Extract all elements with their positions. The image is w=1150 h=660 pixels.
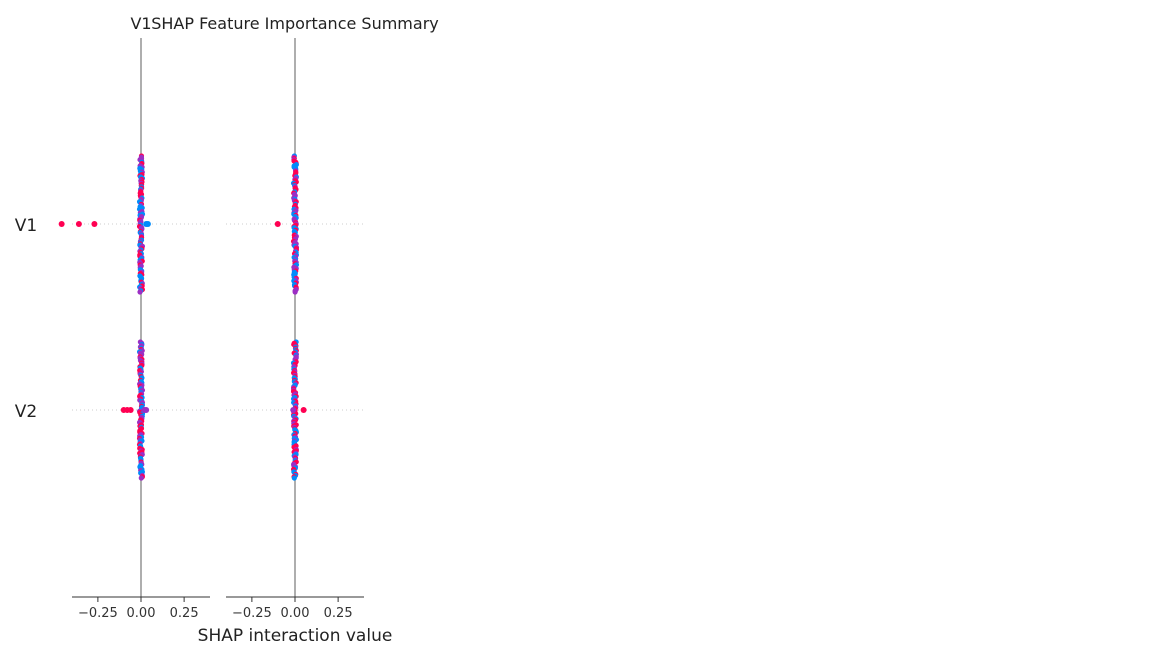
x-tick-label: −0.25	[78, 606, 118, 621]
outlier-point	[127, 407, 134, 413]
feature-label-v1: V1	[15, 216, 37, 236]
outlier-point	[141, 407, 148, 413]
outlier-point	[58, 221, 65, 227]
data-point	[291, 475, 297, 481]
outlier-point	[75, 221, 82, 227]
data-point	[292, 289, 298, 295]
outlier-point	[91, 221, 98, 227]
data-point	[137, 289, 143, 295]
x-tick-label: 0.00	[281, 606, 310, 621]
panel-1: −0.25 0.00 0.25	[58, 38, 210, 621]
x-tick-label: 0.25	[324, 606, 353, 621]
feature-label-v2: V2	[15, 402, 37, 422]
outlier-point	[290, 407, 297, 413]
data-point	[138, 475, 144, 481]
outlier-point	[274, 221, 281, 227]
outlier-point	[300, 407, 307, 413]
panels-layer: −0.25 0.00 0.25 −0.25 0.00 0.25	[58, 38, 364, 621]
x-tick-label: 0.00	[127, 606, 156, 621]
chart-title: SHAP Feature Importance Summary	[151, 14, 439, 33]
panel-1-title: V1	[130, 14, 151, 33]
x-tick-label: −0.25	[232, 606, 272, 621]
x-tick-label: 0.25	[170, 606, 199, 621]
outlier-point	[143, 221, 150, 227]
x-axis-label: SHAP interaction value	[198, 626, 393, 646]
panel-2: −0.25 0.00 0.25	[226, 38, 364, 621]
